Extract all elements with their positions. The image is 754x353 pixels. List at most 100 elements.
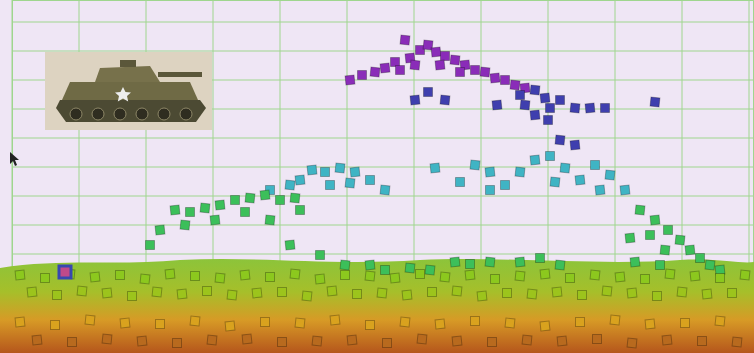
point	[152, 287, 162, 297]
point	[627, 288, 637, 298]
point	[307, 165, 317, 175]
point	[590, 270, 600, 280]
point	[430, 163, 440, 173]
point	[556, 96, 565, 105]
point	[261, 318, 270, 327]
point	[660, 245, 670, 255]
point	[515, 257, 525, 267]
point	[560, 163, 570, 173]
point	[227, 290, 237, 300]
point	[390, 273, 400, 283]
point	[566, 274, 575, 283]
point	[428, 288, 437, 297]
point	[456, 178, 465, 187]
point	[278, 288, 287, 297]
point	[191, 272, 200, 281]
point	[265, 215, 275, 225]
point	[456, 68, 465, 77]
point	[450, 55, 460, 65]
point	[41, 274, 50, 283]
point	[90, 272, 100, 282]
point	[137, 336, 147, 346]
point	[522, 335, 532, 345]
point	[203, 287, 212, 296]
point	[260, 190, 270, 200]
point	[180, 220, 190, 230]
grid-line-y	[12, 51, 754, 52]
point	[555, 260, 565, 270]
point	[27, 287, 37, 297]
point	[435, 319, 445, 329]
point	[546, 104, 555, 113]
point	[650, 97, 660, 107]
point	[321, 168, 330, 177]
point	[215, 200, 225, 210]
point	[681, 319, 690, 328]
point	[520, 100, 530, 110]
ground-band	[0, 259, 754, 353]
point	[555, 135, 565, 145]
point	[530, 85, 540, 95]
point	[77, 286, 87, 296]
point	[210, 215, 220, 225]
point	[353, 290, 362, 299]
point	[315, 274, 325, 284]
point	[662, 335, 672, 345]
point	[627, 338, 637, 348]
point	[503, 289, 512, 298]
point	[285, 240, 295, 250]
point	[366, 321, 375, 330]
point	[241, 208, 250, 217]
point	[380, 185, 390, 195]
point	[656, 261, 665, 270]
point	[53, 291, 62, 300]
point	[358, 71, 367, 80]
point	[480, 67, 490, 77]
point	[173, 339, 182, 348]
point	[492, 100, 502, 110]
point	[128, 292, 137, 301]
background	[0, 0, 754, 353]
point	[552, 287, 562, 297]
point	[471, 66, 480, 75]
point	[15, 317, 25, 327]
point	[377, 288, 387, 298]
point	[615, 272, 625, 282]
grid-line-y	[12, 167, 754, 168]
point	[400, 35, 410, 45]
point	[732, 337, 742, 347]
point	[165, 269, 175, 279]
point	[477, 291, 487, 301]
point	[557, 336, 567, 346]
point	[416, 270, 425, 279]
grid-line-y	[12, 22, 754, 23]
point	[540, 321, 550, 331]
point	[316, 251, 325, 260]
point	[593, 335, 602, 344]
point	[705, 260, 715, 270]
point	[570, 103, 580, 113]
point	[15, 270, 25, 280]
point	[190, 316, 200, 326]
point	[302, 291, 312, 301]
point	[295, 318, 305, 328]
point	[576, 318, 585, 327]
point	[601, 104, 610, 113]
point	[341, 271, 350, 280]
point	[400, 317, 410, 327]
point	[540, 269, 550, 279]
point	[675, 235, 685, 245]
point	[664, 226, 673, 235]
point	[170, 205, 180, 215]
point	[102, 288, 112, 298]
point	[698, 337, 707, 346]
point	[645, 319, 655, 329]
point	[501, 181, 510, 190]
point	[335, 163, 345, 173]
point	[383, 339, 392, 348]
point	[646, 231, 655, 240]
point	[295, 175, 305, 185]
point	[370, 67, 380, 77]
point	[470, 160, 480, 170]
point	[410, 60, 420, 70]
